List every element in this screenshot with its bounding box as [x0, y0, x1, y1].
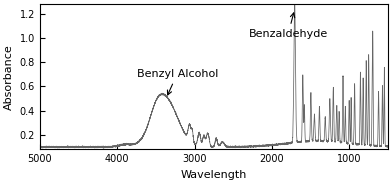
Text: Benzyl Alcohol: Benzyl Alcohol [136, 69, 218, 95]
Text: Benzaldehyde: Benzaldehyde [249, 13, 328, 39]
X-axis label: Wavelength: Wavelength [181, 170, 247, 180]
Y-axis label: Absorbance: Absorbance [4, 44, 14, 110]
